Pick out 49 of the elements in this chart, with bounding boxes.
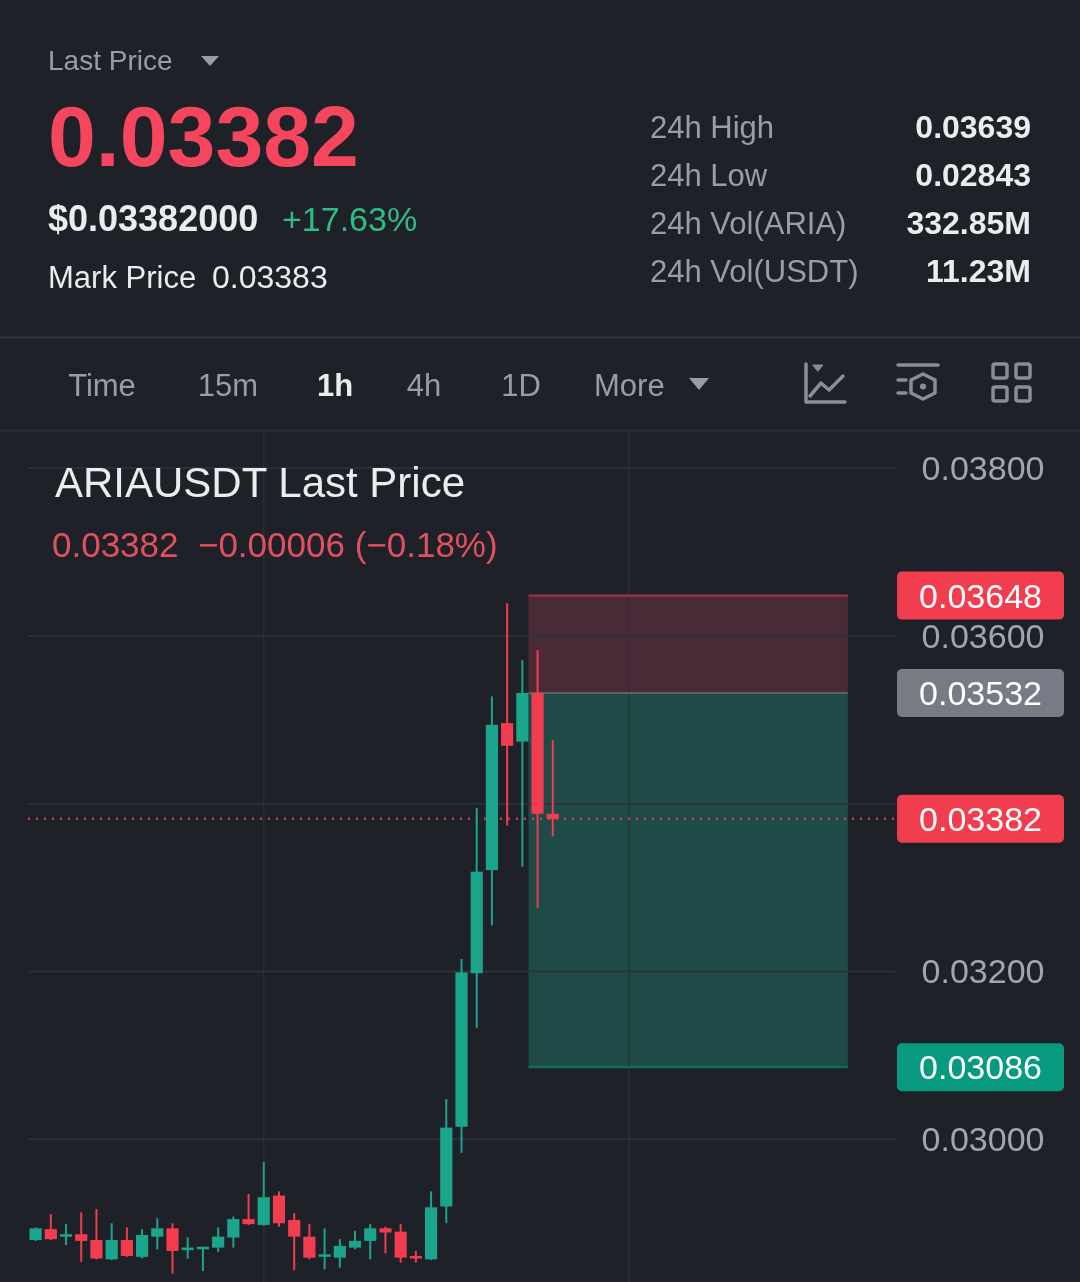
candlestick [303, 1223, 316, 1261]
candlestick [90, 1208, 103, 1261]
text: 15m [197, 368, 259, 403]
candlestick [75, 1211, 88, 1263]
text: Mark Price [48, 260, 197, 295]
candlestick [288, 1212, 301, 1272]
candlestick [59, 1223, 73, 1247]
candlestick [212, 1226, 225, 1253]
text: Last Price [48, 45, 173, 76]
text: ARIAUSDT Last Price [55, 459, 466, 506]
candlestick [166, 1222, 179, 1275]
text: 1h [316, 368, 354, 403]
candlestick [242, 1192, 255, 1226]
candlestick [136, 1228, 149, 1260]
text: $0.03382000 [48, 198, 259, 239]
text: 0.03382 −0.00006 (−0.18%) [52, 525, 498, 564]
candlestick [105, 1222, 118, 1262]
y-tick-label: 0.03800 [921, 448, 1045, 487]
candlestick [120, 1226, 133, 1258]
text: 24h High [650, 110, 775, 145]
candlestick [333, 1238, 346, 1269]
text: 1D [501, 368, 541, 403]
text: 24h Vol(ARIA) [650, 206, 847, 241]
text: +17.63% [282, 200, 418, 238]
candlestick [44, 1213, 57, 1242]
candlestick [318, 1227, 331, 1271]
y-tick-label: 0.03000 [921, 1120, 1045, 1159]
ref-line-label: 0.03382 [919, 799, 1042, 838]
candlestick [364, 1223, 377, 1261]
text: 0.03382 [48, 88, 359, 184]
ref-line-label: 0.03532 [919, 673, 1042, 712]
y-tick-label: 0.03200 [921, 952, 1045, 991]
text: 0.03639 [915, 109, 1031, 145]
candlestick [227, 1215, 240, 1249]
ref-line-label: 0.03648 [919, 576, 1042, 615]
text: 0.02843 [915, 157, 1031, 193]
text: 332.85M [906, 205, 1031, 241]
text: 24h Vol(USDT) [650, 254, 859, 289]
text: More [594, 368, 665, 403]
ref-line-label: 0.03086 [919, 1048, 1042, 1087]
candlestick [151, 1217, 164, 1251]
text: Time [68, 368, 136, 403]
text: 11.23M [926, 253, 1031, 289]
candlestick [348, 1229, 362, 1251]
text: 4h [406, 368, 442, 403]
candlestick [379, 1225, 392, 1255]
text: 0.03383 [212, 259, 328, 295]
y-tick-label: 0.03600 [921, 616, 1045, 655]
text: 24h Low [650, 158, 768, 193]
